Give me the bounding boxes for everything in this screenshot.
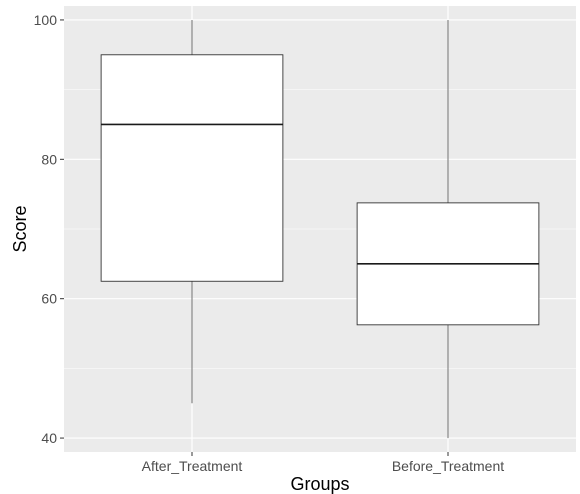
boxes: [100, 19, 540, 439]
box-Before_Treatment: [356, 19, 540, 439]
iqr-box: [100, 54, 284, 282]
y-tick-label: 60: [41, 291, 57, 307]
box-After_Treatment: [100, 19, 284, 404]
y-axis-title: Score: [10, 205, 30, 252]
y-axis: 40 60 80 100: [34, 12, 64, 446]
x-axis: After_Treatment Before_Treatment: [142, 452, 504, 474]
y-tick-label: 80: [41, 151, 57, 167]
y-tick-label: 100: [34, 12, 58, 28]
x-tick-label: After_Treatment: [142, 458, 243, 474]
y-tick-label: 40: [41, 430, 57, 446]
x-tick-label: Before_Treatment: [392, 458, 504, 474]
x-axis-title: Groups: [290, 474, 349, 494]
